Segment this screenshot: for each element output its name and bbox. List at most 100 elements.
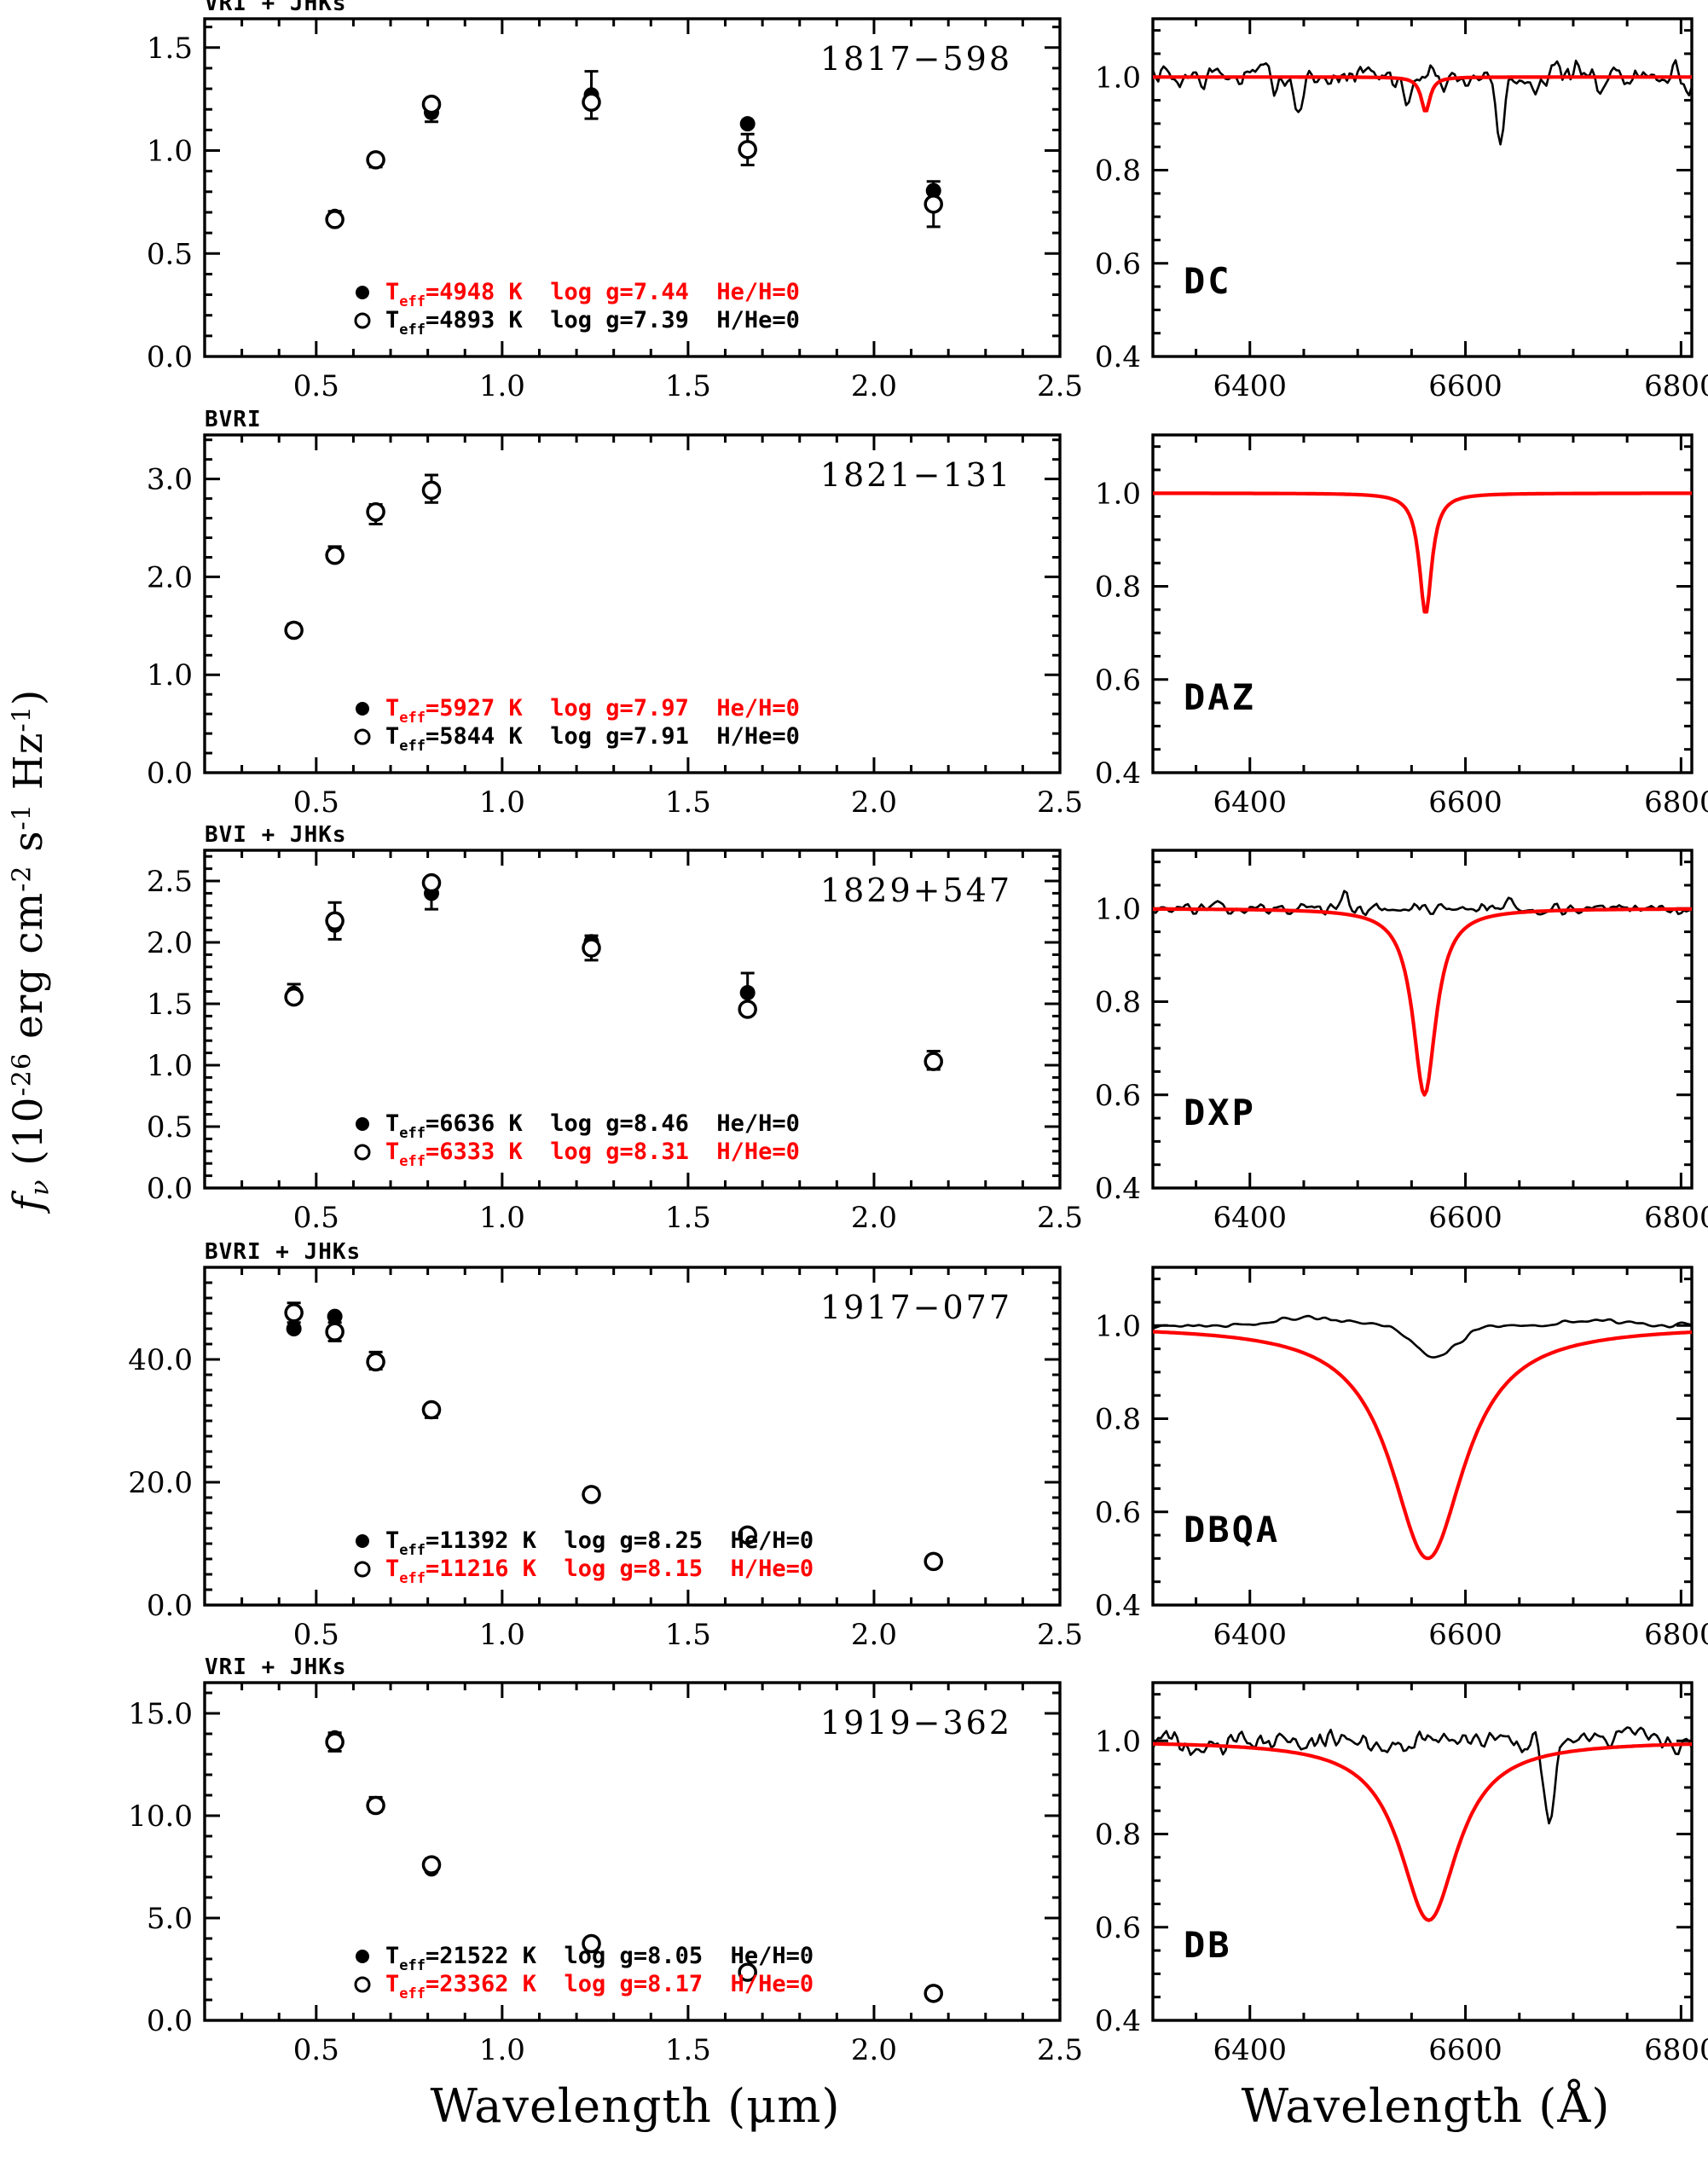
spectral-class-label: DB <box>1184 1924 1232 1966</box>
spectrum-frame <box>1151 17 1694 358</box>
legend-entry: Teff=4948 K log g=7.44 He/H=0 <box>385 279 800 310</box>
y-axis-label-part: f <box>5 1195 52 1212</box>
sed-frame <box>203 849 1062 1190</box>
x-tick-label: 0.5 <box>293 1201 339 1235</box>
x-tick-label: 1.0 <box>479 1618 525 1652</box>
y-tick-label: 0.4 <box>1095 756 1141 791</box>
y-axis-label-part: s <box>5 830 52 866</box>
y-tick-label: 0.8 <box>1095 154 1141 188</box>
sed-panel-1817−598: 0.5 1.0 1.5 2.0 2.5 0.0 0.5 1.0 1.5 VRI + JHKs 181… <box>147 0 1083 403</box>
target-title: 1817−598 <box>820 40 1012 78</box>
y-tick-label: 1.0 <box>1095 477 1141 511</box>
model-spectrum-line <box>1153 75 1692 113</box>
legend-marker-filled <box>356 702 369 716</box>
legend-marker-filled <box>356 1534 369 1548</box>
y-tick-label: 0.0 <box>147 340 193 374</box>
data-point-open <box>582 1485 601 1504</box>
data-point-open <box>738 140 757 159</box>
legend-marker-open <box>354 728 371 745</box>
y-tick-label: 0.6 <box>1095 247 1141 281</box>
sed-panel-1919−362: 0.5 1.0 1.5 2.0 2.5 0.0 5.0 10.0 15.0 VRI + JHKs 1… <box>128 1655 1083 2067</box>
data-point-open <box>582 1933 601 1954</box>
x-tick-label: 0.5 <box>293 785 339 820</box>
y-axis-flux-label: fν (10-26 erg cm-2 s-1 Hz-1) <box>5 481 77 1419</box>
x-tick-label: 6600 <box>1428 369 1502 403</box>
x-tick-label: 2.0 <box>851 785 897 820</box>
legend-entry: Teff=4893 K log g=7.39 H/He=0 <box>385 307 800 339</box>
observed-spectrum-line <box>1151 1726 1694 1825</box>
y-axis-label-part: ν <box>25 1179 55 1196</box>
y-tick-label: 0.5 <box>147 1110 193 1145</box>
y-axis-label-part: Hz <box>5 732 52 804</box>
data-point-open <box>284 1303 304 1323</box>
x-tick-label: 1.5 <box>665 1201 711 1235</box>
data-point-open <box>738 1962 757 1982</box>
data-point-open <box>284 987 304 1007</box>
observed-spectrum-line <box>1152 1314 1693 1359</box>
sed-panel-1917−077: 0.5 1.0 1.5 2.0 2.5 0.0 20.0 40.0 BVRI + JHKs 191… <box>128 1239 1083 1652</box>
target-title: 1829+547 <box>820 872 1012 909</box>
x-tick-label: 2.5 <box>1037 785 1083 820</box>
y-tick-label: 15.0 <box>128 1697 193 1731</box>
legend-marker-filled <box>356 1950 369 1963</box>
y-tick-label: 0.4 <box>1095 1172 1141 1206</box>
y-tick-label: 40.0 <box>128 1343 193 1377</box>
y-tick-label: 1.0 <box>147 1049 193 1083</box>
legend-marker-filled <box>356 286 369 299</box>
y-tick-label: 0.8 <box>1095 571 1141 605</box>
observed-spectrum-line <box>1152 890 1693 917</box>
x-tick-label: 2.5 <box>1037 369 1083 403</box>
data-point-open <box>325 210 344 229</box>
x-tick-label: 2.5 <box>1037 1618 1083 1652</box>
legend-entry: Teff=6333 K log g=8.31 H/He=0 <box>385 1139 800 1170</box>
data-point-filled <box>327 1308 343 1324</box>
spectrum-frame <box>1151 1681 1694 2022</box>
filter-set-label: VRI + JHKs <box>205 0 347 16</box>
legend-entry: Teff=21522 K log g=8.05 He/H=0 <box>385 1943 813 1974</box>
filter-set-label: BVRI + JHKs <box>205 1239 361 1265</box>
x-tick-label: 6400 <box>1213 1201 1287 1235</box>
data-point-open <box>366 1795 385 1816</box>
x-tick-label: 1.0 <box>479 1201 525 1235</box>
y-tick-label: 0.0 <box>147 1172 193 1206</box>
x-axis-label-wavelength-um: Wavelength (μm) <box>430 2079 841 2133</box>
legend-marker-open <box>354 312 371 329</box>
legend-entry: Teff=23362 K log g=8.17 H/He=0 <box>385 1971 813 2002</box>
data-point-filled <box>739 985 756 1001</box>
spectral-class-label: DC <box>1184 260 1232 302</box>
data-point-open <box>325 1322 344 1342</box>
data-point-open <box>421 480 442 501</box>
x-tick-label: 6400 <box>1213 369 1287 403</box>
y-tick-label: 0.0 <box>147 756 193 791</box>
filter-set-label: BVRI <box>205 407 262 432</box>
data-point-open <box>738 1525 757 1545</box>
y-tick-label: 0.4 <box>1095 2004 1141 2038</box>
model-spectrum-line <box>1152 1330 1693 1561</box>
data-point-open <box>923 194 943 214</box>
y-tick-label: 20.0 <box>128 1466 193 1500</box>
x-tick-label: 6600 <box>1428 2033 1502 2067</box>
y-tick-label: 1.5 <box>147 32 193 66</box>
x-tick-label: 1.5 <box>665 1618 711 1652</box>
y-tick-label: 3.0 <box>147 463 193 497</box>
legend-entry: Teff=5927 K log g=7.97 He/H=0 <box>385 695 800 727</box>
y-tick-label: 1.0 <box>1095 1724 1141 1759</box>
data-point-open <box>923 1551 943 1572</box>
spectral-class-label: DBQA <box>1184 1509 1280 1550</box>
target-title: 1821−131 <box>820 456 1012 494</box>
y-tick-label: 2.0 <box>147 926 193 960</box>
data-point-open <box>325 1732 344 1752</box>
x-tick-label: 2.0 <box>851 1201 897 1235</box>
data-point-open <box>582 938 601 958</box>
y-tick-label: 1.0 <box>1095 892 1141 926</box>
y-tick-label: 1.0 <box>147 658 193 693</box>
data-point-open <box>923 1052 943 1071</box>
